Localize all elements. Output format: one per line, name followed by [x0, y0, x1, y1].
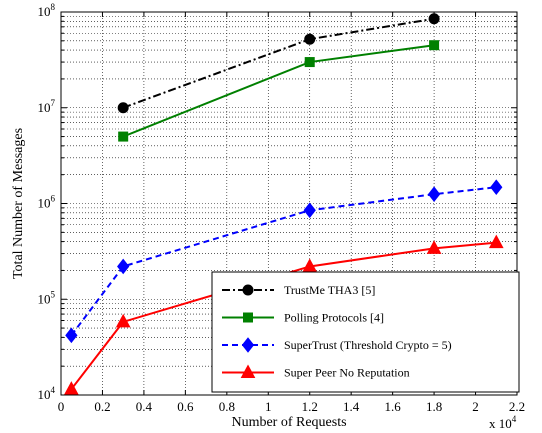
- series-point: [303, 202, 316, 219]
- legend-item: Polling Protocols [4]: [222, 311, 384, 325]
- x-tick-label: 1.2: [302, 399, 318, 414]
- legend-label: Polling Protocols [4]: [284, 311, 384, 325]
- x-axis-label: Number of Requests: [231, 415, 346, 430]
- series-point: [426, 240, 442, 254]
- legend-item: SuperTrust (Threshold Crypto = 5): [222, 337, 452, 353]
- legend: TrustMe THA3 [5] Polling Protocols [4] Sup…: [211, 271, 520, 393]
- y-tick-label: 105: [38, 289, 56, 306]
- x-tick-label: 0.8: [219, 399, 235, 414]
- series-point: [117, 102, 129, 114]
- y-tick-label: 104: [38, 385, 56, 402]
- x-tick-label: 1: [265, 399, 272, 414]
- x-tick-label: 2.2: [509, 399, 525, 414]
- series-point: [488, 234, 504, 249]
- series-point: [117, 258, 130, 275]
- series-3: [64, 234, 504, 395]
- series-point: [427, 186, 441, 203]
- series-1: [118, 40, 440, 142]
- x-tick-label: 0.2: [94, 399, 110, 414]
- y-tick-label: 107: [38, 98, 56, 115]
- legend-label: SuperTrust (Threshold Crypto = 5): [284, 338, 452, 352]
- series-point: [429, 40, 440, 51]
- series-point: [65, 327, 78, 344]
- x-tick-label: 0.6: [177, 399, 194, 414]
- series-layer: [64, 13, 504, 395]
- x-tick-label: 1.4: [343, 399, 360, 414]
- x-axis-multiplier-exponent: 4: [512, 414, 517, 424]
- series-point: [304, 33, 316, 45]
- legend-item: Super Peer No Reputation: [222, 364, 410, 380]
- series-2: [65, 179, 503, 344]
- x-tick-label: 2: [472, 399, 479, 414]
- series-0: [117, 13, 440, 114]
- legend-item: TrustMe THA3 [5]: [222, 283, 375, 297]
- y-axis-label: Total Number of Messages: [11, 128, 26, 279]
- series-point: [302, 258, 318, 272]
- series-point: [115, 313, 131, 328]
- series-point: [490, 179, 503, 196]
- x-tick-label: 1.8: [426, 399, 442, 414]
- legend-marker: [241, 337, 255, 353]
- series-point: [64, 381, 79, 395]
- x-axis-multiplier-base: x 10: [489, 416, 512, 431]
- legend-label: TrustMe THA3 [5]: [284, 283, 375, 297]
- x-tick-label: 1.6: [385, 399, 402, 414]
- series-point: [304, 57, 315, 68]
- x-tick-label: 0: [58, 399, 65, 414]
- y-tick-label: 106: [38, 194, 56, 211]
- y-tick-label: 108: [38, 2, 56, 19]
- legend-marker: [242, 284, 254, 296]
- legend-marker: [243, 312, 253, 323]
- series-point: [118, 131, 129, 142]
- x-tick-label: 0.4: [136, 399, 153, 414]
- legend-marker: [240, 364, 256, 378]
- x-axis-multiplier: x 104: [489, 414, 517, 431]
- legend-label: Super Peer No Reputation: [284, 366, 410, 380]
